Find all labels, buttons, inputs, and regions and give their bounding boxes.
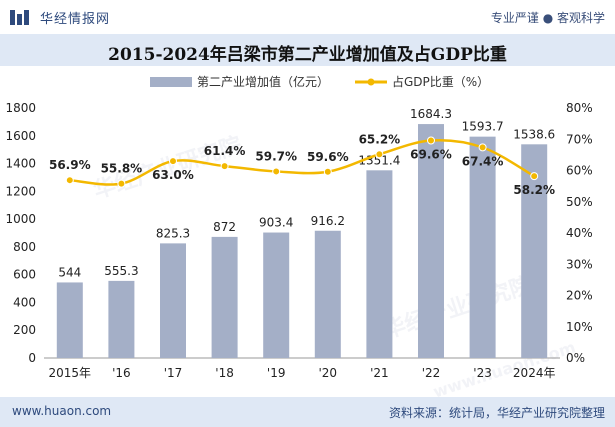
footer-source: 资料来源：统计局，华经产业研究院整理 bbox=[388, 406, 605, 420]
bar bbox=[469, 136, 496, 358]
y-left-tick-label: 1400 bbox=[5, 157, 36, 171]
y-left-tick-label: 400 bbox=[13, 295, 36, 309]
y-left-tick-label: 600 bbox=[13, 268, 36, 282]
huajing-logo-icon bbox=[10, 10, 29, 25]
line-point bbox=[272, 167, 281, 176]
title-bar bbox=[0, 34, 615, 66]
footer-bar bbox=[0, 397, 615, 427]
bar-value-label: 544 bbox=[58, 265, 81, 279]
footer-website: www.huaon.com bbox=[12, 404, 112, 418]
x-tick-label: '19 bbox=[267, 366, 286, 380]
bar-value-label: 872 bbox=[213, 220, 236, 234]
line-point bbox=[427, 136, 435, 145]
line-value-label: 59.7% bbox=[255, 149, 297, 163]
bar bbox=[314, 230, 341, 358]
y-right-tick-label: 80% bbox=[566, 101, 593, 115]
bar-value-label: 903.4 bbox=[259, 216, 293, 230]
line-point bbox=[65, 176, 74, 185]
bar-value-label: 916.2 bbox=[311, 214, 345, 228]
line-value-label: 69.6% bbox=[410, 148, 452, 162]
x-tick-label: 2024年 bbox=[513, 366, 556, 380]
x-tick-label: 2015年 bbox=[49, 366, 92, 380]
y-left-tick-label: 1000 bbox=[5, 212, 36, 226]
y-left-tick-label: 800 bbox=[13, 240, 36, 254]
line-value-label: 63.0% bbox=[152, 168, 194, 182]
bar-value-label: 825.3 bbox=[156, 226, 190, 240]
bar bbox=[418, 124, 444, 358]
x-tick-label: '22 bbox=[422, 366, 441, 380]
line-point bbox=[169, 157, 177, 166]
chart-title: 2015-2024年吕梁市第二产业增加值及占GDP比重 bbox=[108, 45, 507, 65]
y-right-tick-label: 20% bbox=[566, 289, 593, 303]
line-point bbox=[478, 143, 487, 152]
legend-line-label: 占GDP比重（%） bbox=[392, 74, 489, 89]
tagline: 专业严谨 ● 客观科学 bbox=[490, 11, 605, 25]
line-point bbox=[220, 162, 229, 171]
line-value-label: 67.4% bbox=[462, 154, 504, 168]
legend-bar-label: 第二产业增加值（亿元） bbox=[197, 74, 329, 89]
y-left-tick-label: 0 bbox=[28, 351, 36, 365]
y-left-tick-label: 200 bbox=[13, 323, 36, 337]
y-left-tick-label: 1800 bbox=[5, 101, 36, 115]
legend-line-marker bbox=[367, 78, 375, 86]
y-right-tick-label: 70% bbox=[566, 132, 593, 146]
y-left-tick-label: 1600 bbox=[5, 129, 36, 143]
top-bar: 华经情报网 专业严谨 ● 客观科学 bbox=[0, 0, 615, 34]
bar bbox=[160, 243, 186, 358]
line-value-label: 56.9% bbox=[49, 158, 91, 172]
bar bbox=[211, 236, 238, 358]
x-tick-label: '17 bbox=[164, 366, 183, 380]
chart-area: 第二产业增加值（亿元） 占GDP比重（%） 0 200 400 600 800 1000 120… bbox=[5, 74, 593, 380]
bar bbox=[366, 170, 393, 358]
x-tick-label: '20 bbox=[319, 366, 338, 380]
y-right-tick-label: 0% bbox=[566, 351, 585, 365]
line-value-label: 65.2% bbox=[359, 132, 401, 146]
line-point bbox=[117, 179, 126, 188]
line-value-label: 55.8% bbox=[101, 162, 143, 176]
line-point bbox=[323, 167, 332, 176]
bar bbox=[263, 232, 290, 358]
x-tick-label: '23 bbox=[473, 366, 492, 380]
bar bbox=[56, 282, 83, 358]
y-right-tick-label: 60% bbox=[566, 164, 593, 178]
y-right-tick-label: 40% bbox=[566, 226, 593, 240]
gdp-share-line bbox=[69, 138, 535, 186]
y-left-tick-label: 1200 bbox=[5, 184, 36, 198]
bar-value-label: 555.3 bbox=[104, 264, 138, 278]
x-tick-label: '16 bbox=[112, 366, 131, 380]
x-tick-label: '21 bbox=[370, 366, 389, 380]
line-value-label: 61.4% bbox=[204, 144, 246, 158]
y-right-tick-label: 30% bbox=[566, 257, 593, 271]
bar-value-label: 1593.7 bbox=[462, 120, 504, 134]
line-value-label: 59.6% bbox=[307, 150, 349, 164]
legend-bar-swatch bbox=[150, 77, 192, 87]
line-point bbox=[530, 172, 539, 181]
bar-value-label: 1684.3 bbox=[410, 107, 452, 121]
line-value-label: 58.2% bbox=[513, 183, 555, 197]
line-point bbox=[375, 150, 384, 159]
y-right-tick-label: 10% bbox=[566, 320, 593, 334]
bar bbox=[108, 280, 135, 358]
y-right-tick-label: 50% bbox=[566, 195, 593, 209]
bar-value-label: 1538.6 bbox=[513, 127, 555, 141]
x-tick-label: '18 bbox=[215, 366, 234, 380]
brand-name: 华经情报网 bbox=[40, 12, 111, 27]
